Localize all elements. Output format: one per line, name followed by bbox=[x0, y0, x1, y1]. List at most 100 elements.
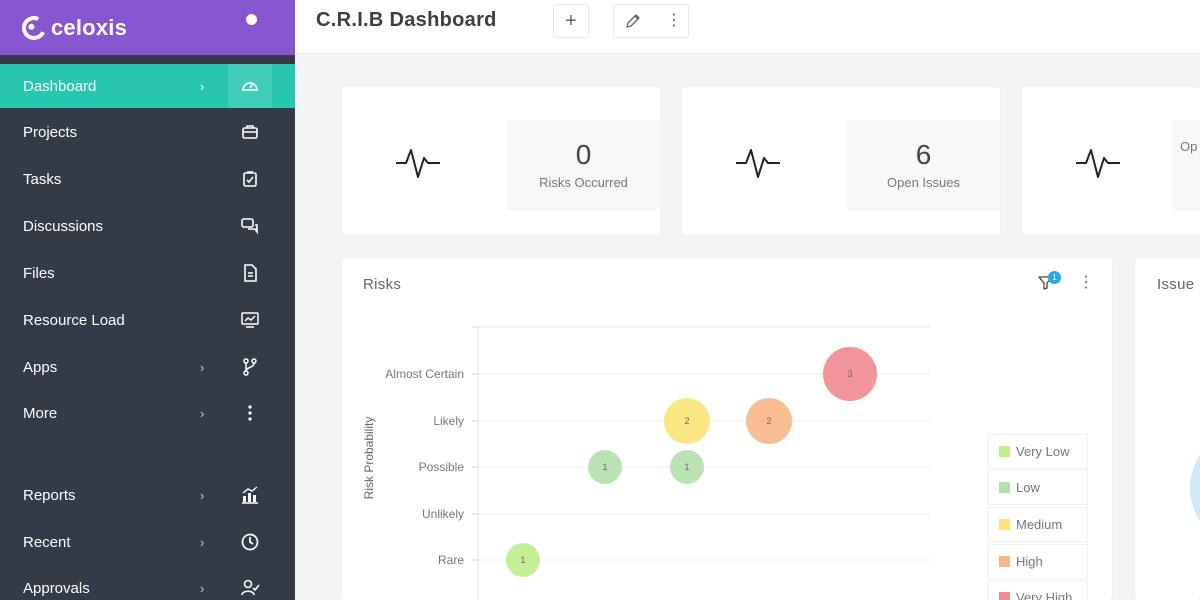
risk-matrix-chart: Rare Unlikely Possible Likely Almost Certain… bbox=[362, 326, 930, 600]
sidebar-item-label: Dashboard bbox=[23, 77, 97, 95]
file-icon bbox=[228, 251, 272, 295]
sidebar-item-approvals[interactable]: Approvals › bbox=[0, 566, 295, 600]
stat-value: 0 bbox=[575, 139, 592, 170]
header-more-icon[interactable]: ⋮ bbox=[666, 12, 682, 29]
sidebar-item-label: Tasks bbox=[23, 170, 62, 188]
stat-label: Risks Occurred bbox=[539, 175, 628, 190]
stat-card-risks-occurred: 0 Risks Occurred bbox=[342, 87, 660, 235]
stat-card-third: Op bbox=[1022, 87, 1200, 235]
chat-bubbles-icon bbox=[228, 204, 272, 248]
legend-item-medium[interactable]: Medium bbox=[988, 507, 1088, 542]
sidebar-item-reports[interactable]: Reports › bbox=[0, 473, 295, 517]
edit-toolbar: ⋮ bbox=[613, 4, 689, 38]
risks-panel: Risks 1 ⋮ Rare Unlikely Possible Likely Almo… bbox=[342, 258, 1112, 600]
chevron-right-icon: › bbox=[200, 534, 205, 550]
risk-bubble bbox=[664, 398, 710, 444]
legend-swatch bbox=[999, 556, 1010, 567]
legend-label: Medium bbox=[1016, 517, 1063, 532]
risks-more-icon[interactable]: ⋮ bbox=[1078, 274, 1094, 291]
clock-icon bbox=[228, 520, 272, 564]
stat-box[interactable]: 0 Risks Occurred bbox=[507, 120, 660, 210]
legend-label: Low bbox=[1016, 480, 1040, 495]
pulse-icon bbox=[1076, 149, 1120, 178]
y-tick-label: Likely bbox=[433, 414, 464, 428]
user-check-icon bbox=[228, 566, 272, 600]
y-tick-label: Rare bbox=[438, 553, 464, 567]
bar-chart-icon bbox=[228, 473, 272, 517]
legend-item-very-high[interactable]: Very High bbox=[988, 580, 1088, 600]
stat-card-open-issues: 6 Open Issues bbox=[682, 87, 1000, 235]
sidebar-item-label: Resource Load bbox=[23, 311, 125, 329]
sidebar-item-apps[interactable]: Apps › bbox=[0, 345, 295, 389]
y-tick-label: Possible bbox=[419, 460, 465, 474]
sidebar-item-dashboard[interactable]: Dashboard › bbox=[0, 64, 295, 108]
legend-label: High bbox=[1016, 554, 1043, 569]
risk-bubble-count: 1 bbox=[684, 462, 689, 472]
risk-bubble-count: 2 bbox=[766, 416, 771, 426]
chevron-right-icon: › bbox=[200, 78, 205, 94]
risk-bubble-count: 2 bbox=[684, 416, 689, 426]
sidebar-item-label: Recent bbox=[23, 533, 71, 551]
y-tick-label: Almost Certain bbox=[385, 367, 464, 381]
pulse-icon bbox=[736, 149, 780, 178]
add-widget-button[interactable]: + bbox=[553, 4, 589, 38]
legend-item-very-low[interactable]: Very Low bbox=[988, 434, 1088, 469]
gauge-icon bbox=[228, 64, 272, 108]
risk-bubble-count: 3 bbox=[847, 369, 852, 379]
risk-bubble bbox=[823, 347, 877, 401]
sidebar-item-more[interactable]: More › bbox=[0, 391, 295, 435]
sidebar-item-label: More bbox=[23, 404, 58, 422]
legend-item-low[interactable]: Low bbox=[988, 470, 1088, 505]
sidebar-item-label: Projects bbox=[23, 123, 78, 141]
legend-swatch bbox=[999, 482, 1010, 493]
filter-button[interactable]: 1 bbox=[1038, 271, 1061, 295]
legend-swatch bbox=[999, 592, 1010, 600]
stat-value: 6 bbox=[915, 139, 932, 170]
filter-count-badge: 1 bbox=[1048, 271, 1061, 284]
issues-panel-title: Issue bbox=[1157, 276, 1195, 293]
celoxis-logo-icon bbox=[18, 12, 50, 43]
risks-panel-title: Risks bbox=[363, 276, 402, 293]
legend-swatch bbox=[999, 446, 1010, 457]
stat-label: Op bbox=[1180, 139, 1198, 154]
brand-name: celoxis bbox=[51, 14, 128, 40]
stat-box[interactable]: Op bbox=[1172, 120, 1200, 210]
legend-item-high[interactable]: High bbox=[988, 544, 1088, 579]
sidebar-item-label: Apps bbox=[23, 358, 58, 376]
legend-label: Very Low bbox=[1016, 444, 1070, 459]
clipboard-check-icon bbox=[228, 157, 272, 201]
chevron-right-icon: › bbox=[200, 359, 205, 375]
sidebar-item-recent[interactable]: Recent › bbox=[0, 520, 295, 564]
brand-bar: celoxis bbox=[0, 0, 295, 55]
sidebar-item-files[interactable]: Files bbox=[0, 251, 295, 295]
sidebar-item-discussions[interactable]: Discussions bbox=[0, 204, 295, 248]
vertical-dots-icon bbox=[228, 391, 272, 435]
status-dot-icon[interactable] bbox=[246, 14, 257, 25]
sidebar: celoxis Dashboard › Projects Tasks Discussio… bbox=[0, 0, 295, 600]
risk-bubble bbox=[506, 543, 540, 577]
chevron-right-icon: › bbox=[200, 580, 205, 596]
plus-icon: + bbox=[565, 9, 577, 32]
page-title: C.R.I.B Dashboard bbox=[316, 9, 497, 31]
risk-bubble-count: 1 bbox=[602, 462, 607, 472]
sidebar-item-projects[interactable]: Projects bbox=[0, 110, 295, 154]
stat-box[interactable]: 6 Open Issues bbox=[847, 120, 1000, 210]
briefcase-icon bbox=[228, 110, 272, 154]
sidebar-item-resource-load[interactable]: Resource Load bbox=[0, 298, 295, 342]
risk-bubble bbox=[746, 398, 792, 444]
chevron-right-icon: › bbox=[200, 405, 205, 421]
sidebar-item-tasks[interactable]: Tasks bbox=[0, 157, 295, 201]
resource-chart-icon bbox=[228, 298, 272, 342]
y-axis-label: Risk Probability bbox=[362, 417, 376, 500]
pencil-icon[interactable] bbox=[624, 12, 642, 36]
sidebar-item-label: Reports bbox=[23, 486, 76, 504]
sidebar-item-label: Approvals bbox=[23, 579, 90, 597]
risk-bubble bbox=[670, 450, 704, 484]
stat-label: Open Issues bbox=[887, 175, 960, 190]
issues-pie-slice[interactable] bbox=[1190, 428, 1200, 548]
sidebar-item-label: Files bbox=[23, 264, 55, 282]
risk-bubble-count: 1 bbox=[520, 555, 525, 565]
y-tick-label: Unlikely bbox=[422, 507, 464, 521]
legend-label: Very High bbox=[1016, 590, 1073, 600]
issues-panel: Issue bbox=[1135, 258, 1200, 600]
